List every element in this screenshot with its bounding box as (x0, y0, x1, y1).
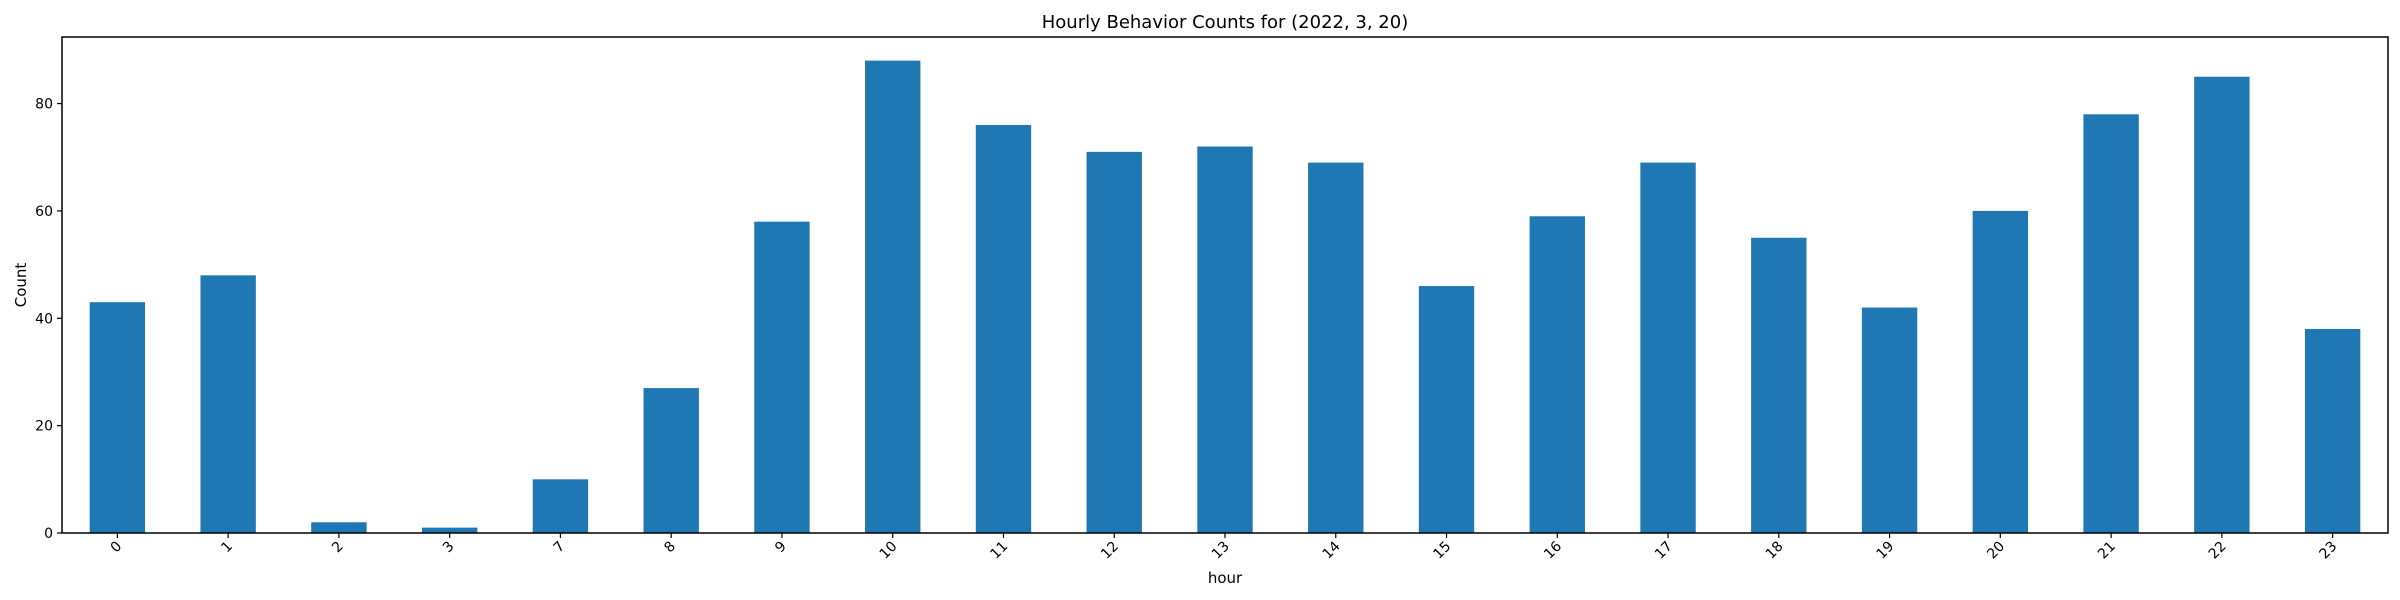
chart-title: Hourly Behavior Counts for (2022, 3, 20) (1042, 12, 1409, 33)
x-ticks-group: 0 1 2 3 7 8 9 10 11 12 13 14 15 16 17 18 19 20 21 22 23 (108, 533, 2341, 563)
y-tick-label: 60 (35, 204, 53, 220)
x-tick-label: 12 (1098, 539, 1122, 563)
x-tick-label: 16 (1541, 538, 1565, 562)
x-axis-label: hour (1208, 569, 1243, 587)
x-tick-label: 7 (551, 539, 569, 557)
bar-hour-18 (1751, 237, 1807, 533)
x-tick-label: 2 (329, 539, 347, 557)
bar-hour-7 (532, 479, 589, 533)
x-tick-label: 1 (218, 539, 236, 557)
x-tick-label: 14 (1320, 538, 1344, 562)
x-tick-label: 23 (2317, 539, 2341, 563)
x-tick-label: 9 (772, 539, 790, 557)
y-tick-label: 80 (35, 97, 53, 113)
plot-frame (61, 36, 2389, 534)
bar-hour-15 (1418, 286, 1475, 533)
bar-hour-11 (975, 125, 1032, 533)
bar-hour-14 (1308, 162, 1364, 533)
bar-hour-19 (1861, 307, 1918, 533)
bar-hour-22 (2194, 76, 2250, 533)
bar-hour-16 (1529, 216, 1585, 533)
x-tick-label: 22 (2206, 539, 2230, 563)
y-tick-label: 20 (35, 419, 53, 435)
x-tick-label: 21 (2095, 539, 2119, 563)
x-tick-label: 3 (440, 539, 458, 557)
x-tick-label: 0 (108, 539, 126, 557)
x-tick-label: 15 (1430, 539, 1454, 563)
bar-hour-8 (643, 388, 699, 533)
bar-hour-0 (89, 302, 146, 533)
bar-hour-3 (421, 527, 478, 533)
bar-hour-9 (754, 221, 810, 533)
bar-hour-17 (1640, 162, 1696, 533)
x-tick-label: 11 (987, 539, 1011, 563)
x-tick-label: 8 (661, 539, 679, 557)
bar-hour-10 (865, 60, 921, 533)
bars-group (89, 60, 2361, 534)
x-tick-label: 19 (1873, 539, 1897, 563)
x-tick-label: 18 (1763, 539, 1787, 563)
x-tick-label: 13 (1209, 539, 1233, 563)
bar-hour-2 (311, 522, 367, 533)
x-tick-label: 20 (1984, 539, 2008, 563)
y-tick-label: 0 (44, 526, 53, 542)
x-tick-label: 17 (1652, 539, 1676, 563)
y-axis-label: Count (12, 263, 30, 308)
y-tick-label: 40 (35, 311, 53, 327)
y-ticks-group: 0 20 40 60 80 (35, 97, 62, 542)
x-tick-label: 10 (877, 539, 901, 563)
bar-hour-21 (2083, 114, 2139, 533)
bar-hour-20 (1972, 210, 2029, 534)
bar-hour-23 (2304, 329, 2361, 533)
bar-hour-13 (1197, 146, 1253, 533)
bar-hour-12 (1086, 151, 1142, 534)
bar-hour-1 (200, 275, 256, 533)
